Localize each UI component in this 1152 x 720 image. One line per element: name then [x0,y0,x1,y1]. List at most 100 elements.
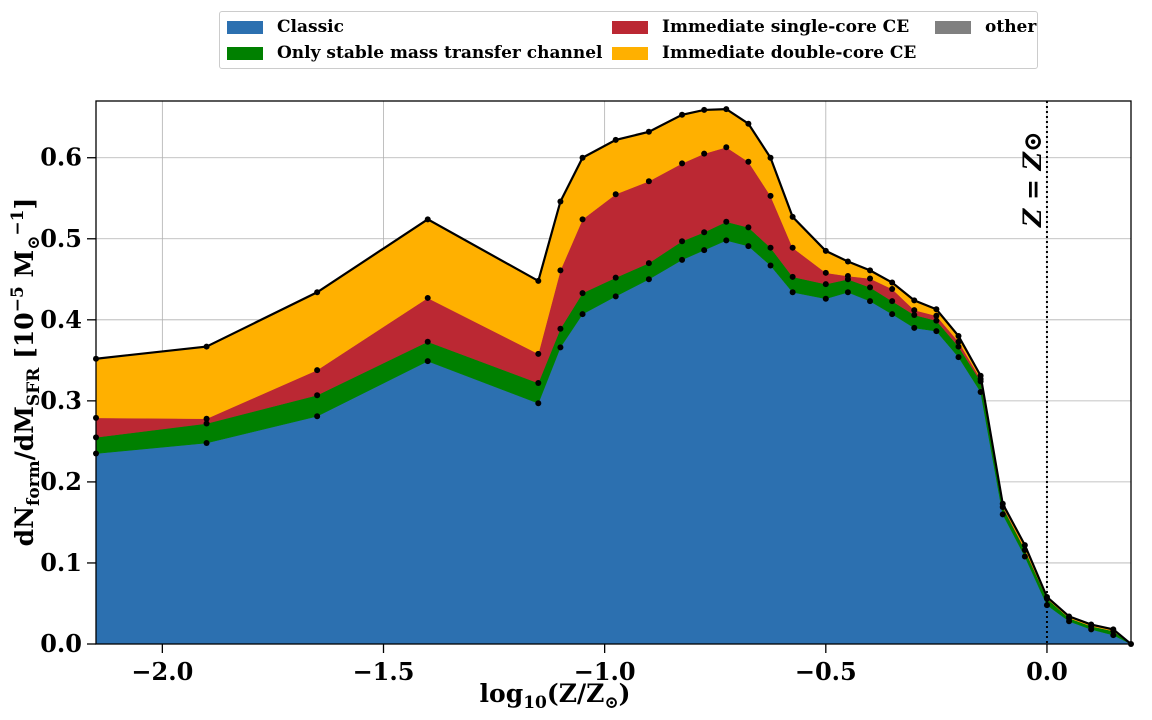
data-point [955,333,962,340]
legend-swatch-single-core-ce [612,20,648,34]
data-point [767,244,774,251]
plot-frame [95,100,1132,645]
data-point [999,500,1006,507]
stacked-areas [96,108,1131,644]
data-point [911,297,918,304]
y-tick-label: 0.4 [40,305,82,334]
data-point [911,324,918,331]
data-point [933,317,940,324]
data-point [679,111,686,118]
data-point [424,216,431,223]
data-point [535,350,542,357]
data-point [679,256,686,263]
data-point [645,178,652,185]
data-point [723,106,730,113]
data-point [679,238,686,245]
data-point [612,136,619,143]
data-point [933,312,940,319]
data-point [679,160,686,167]
legend-swatch-stable-mt [227,46,263,60]
data-point [889,298,896,305]
data-point [822,269,829,276]
data-point [579,154,586,161]
data-point [203,415,210,422]
data-point [579,216,586,223]
x-tick-label: −1.5 [353,657,415,686]
data-point [424,294,431,301]
data-point [701,150,708,157]
legend-swatch-double-core-ce [612,46,648,60]
data-point [789,213,796,220]
data-point [889,279,896,286]
data-point [867,267,874,274]
area-0 [96,240,1131,644]
legend-label-double-core-ce: Immediate double-core CE [662,43,917,63]
data-point [822,295,829,302]
data-point [1110,626,1117,633]
data-point [557,325,564,332]
data-point [789,273,796,280]
data-point [767,154,774,161]
data-point [557,267,564,274]
data-point [745,120,752,127]
y-tick-label: 0.0 [40,629,82,658]
legend-label-single-core-ce: Immediate single-core CE [662,17,910,37]
data-point [1021,553,1028,560]
data-point [314,392,321,399]
data-point [645,276,652,283]
legend-label-other: other [985,17,1037,37]
legend: Classic Only stable mass transfer channe… [219,11,1038,69]
data-point [557,198,564,205]
data-point [911,307,918,314]
data-point [977,372,984,379]
data-point [612,293,619,300]
x-tick-label: −1.0 [574,657,636,686]
data-point [844,273,851,280]
data-point [977,388,984,395]
legend-item-other: other [935,16,1036,38]
data-point [1043,602,1050,609]
data-point [933,306,940,313]
data-point [203,343,210,350]
legend-item-double-core-ce: Immediate double-core CE [612,42,916,64]
data-point [745,158,752,165]
data-point [314,289,321,296]
data-point [314,367,321,374]
legend-item-single-core-ce: Immediate single-core CE [612,16,909,38]
x-tick-label: 0.0 [1026,657,1068,686]
data-point [723,218,730,225]
data-point [844,258,851,265]
data-point [723,144,730,151]
data-point [1088,621,1095,628]
x-tick-label: −2.0 [131,657,193,686]
data-point [867,284,874,291]
data-point [955,354,962,361]
data-point [1021,546,1028,553]
data-point [424,338,431,345]
legend-swatch-classic [227,20,263,34]
data-point [789,244,796,251]
data-point [203,420,210,427]
data-point [1066,613,1073,620]
y-tick-label: 0.5 [40,224,82,253]
data-point [911,311,918,318]
data-point [535,400,542,407]
data-point [314,413,321,420]
y-tick-label: 0.1 [40,548,82,577]
legend-label-stable-mt: Only stable mass transfer channel [277,43,603,63]
data-point [955,338,962,345]
data-point [745,224,752,231]
data-point [745,243,752,250]
data-point [889,311,896,318]
data-point [701,229,708,236]
y-tick-label: 0.2 [40,467,82,496]
legend-item-classic: Classic [227,16,344,38]
data-point [535,277,542,284]
y-axis-label: dNform/dMSFR [10−5 M⊙−1] [8,198,44,547]
data-point [822,281,829,288]
data-point [701,247,708,254]
legend-swatch-other [935,20,971,34]
data-point [867,275,874,282]
data-point [579,311,586,318]
data-point [645,128,652,135]
